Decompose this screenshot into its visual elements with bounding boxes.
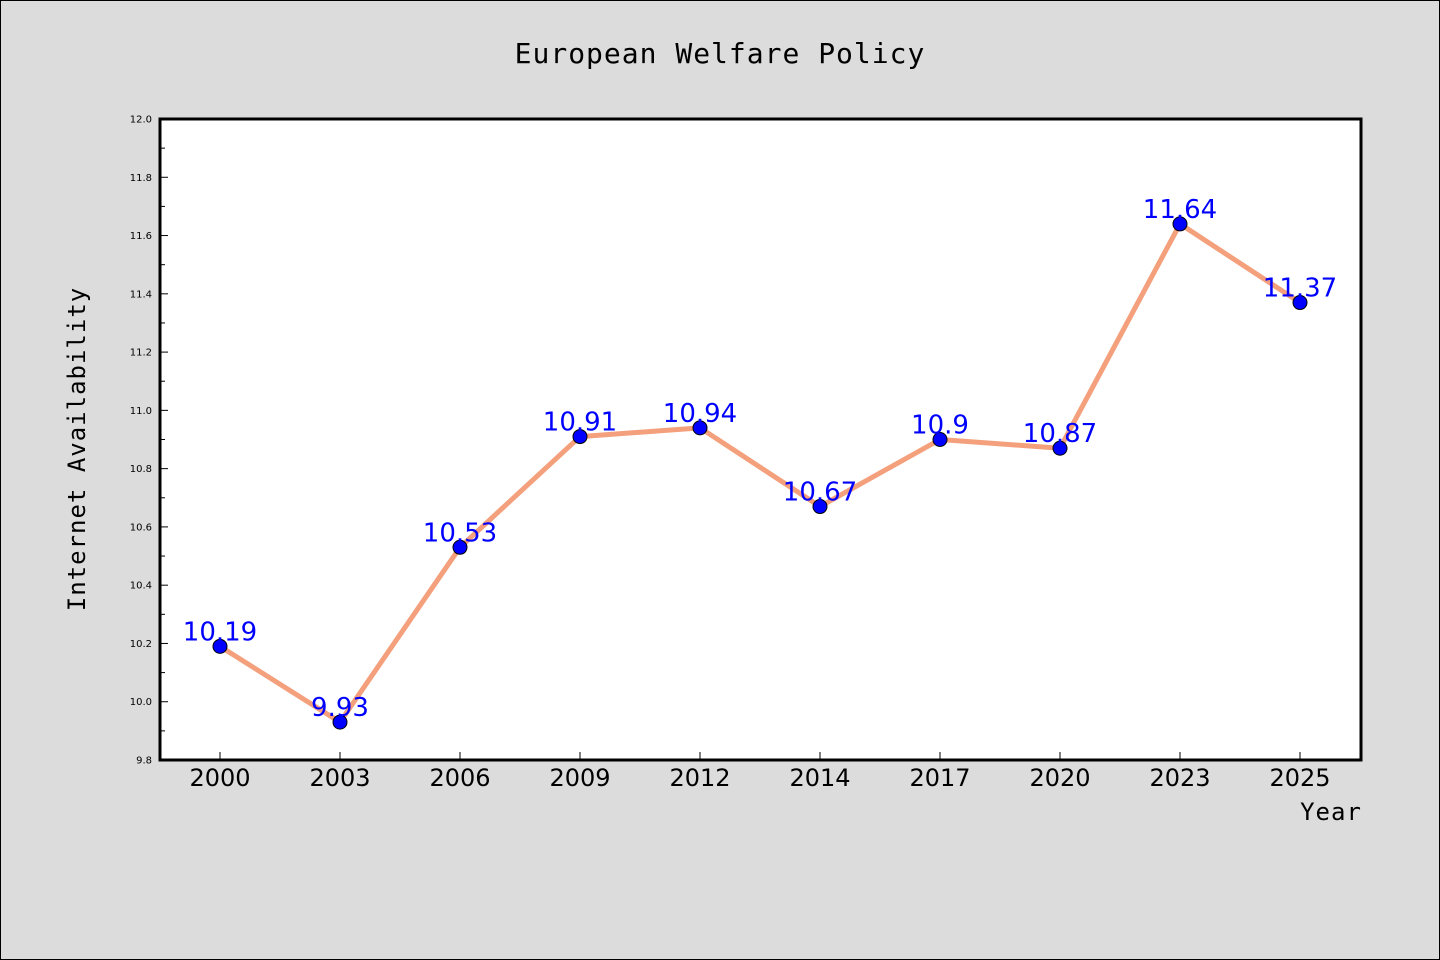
data-label: 11.37 [1263,274,1337,304]
y-tick-label: 10.2 [130,639,152,650]
y-tick-label: 11.2 [130,348,152,359]
y-tick-label: 10.8 [130,464,152,475]
x-tick-label: 2023 [1149,764,1210,792]
data-point [1052,440,1068,456]
y-tick-label: 11.0 [130,406,152,417]
data-label: 10.94 [663,399,737,429]
data-label: 10.67 [783,478,857,508]
data-point [212,638,228,654]
data-point [1292,295,1308,311]
x-axis: 2000 2003 2006 2009 2012 2014 2017 2020 2023 2025 [189,752,1331,792]
y-tick-label: 11.6 [130,231,152,242]
y-axis-label: Internet Availability [63,287,91,611]
x-tick-label: 2009 [549,764,610,792]
data-point [332,714,348,730]
data-label: 9.93 [311,693,369,723]
data-point [1172,216,1188,232]
x-tick-label: 2014 [789,764,850,792]
data-label: 10.53 [423,518,497,548]
y-tick-label: 10.0 [130,697,152,708]
data-label: 11.64 [1143,195,1217,225]
data-point [932,432,948,447]
x-tick-label: 2012 [669,764,730,792]
data-label: 10.91 [543,408,617,438]
x-tick-label: 2003 [309,764,370,792]
y-axis: 9.8 10.0 10.2 10.4 10.6 10.8 11.0 11.2 11.4 11.6 1… [130,115,168,767]
x-tick-label: 2000 [189,764,250,792]
data-label: 10.9 [911,411,969,441]
data-label-layer: 10.19 9.93 10.53 10.91 10.94 10.67 10.9 10.87 11… [183,195,1337,723]
data-label: 10.19 [183,617,257,647]
x-tick-label: 2006 [429,764,490,792]
data-point [452,539,468,555]
y-tick-label: 10.6 [130,522,152,533]
x-tick-label: 2020 [1029,764,1090,792]
y-tick-label: 11.4 [130,289,152,300]
data-point [692,420,708,436]
x-axis-label: Year [1300,798,1362,826]
y-tick-label: 11.8 [130,173,152,184]
data-point [572,429,588,445]
chart-title: European Welfare Policy [515,37,926,70]
data-label: 10.87 [1023,419,1097,449]
x-tick-label: 2017 [909,764,970,792]
data-point [812,499,828,515]
plot-area [158,117,1363,762]
series-line [217,221,1303,725]
y-tick-label: 12.0 [130,115,152,126]
y-tick-label: 9.8 [136,756,152,767]
series-layer [212,216,1308,730]
x-tick-label: 2025 [1269,764,1330,792]
y-tick-label: 10.4 [130,581,152,592]
